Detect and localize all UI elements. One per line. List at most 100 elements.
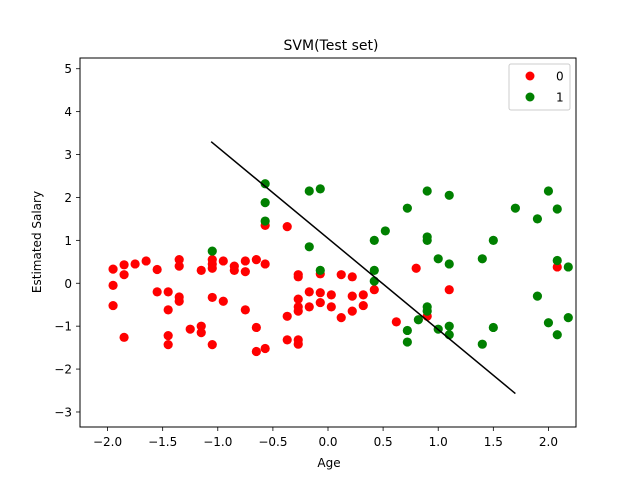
y-tick-label: 0 — [64, 277, 72, 291]
point-class1-36 — [552, 204, 562, 214]
point-class0-58 — [336, 312, 346, 323]
point-class0-40 — [282, 222, 292, 232]
point-class0-53 — [315, 288, 325, 298]
point-class0-61 — [347, 306, 357, 316]
x-tick-label: −1.5 — [148, 435, 177, 449]
y-tick-label: 4 — [64, 105, 72, 119]
point-class0-41 — [282, 311, 292, 321]
y-ticks: −3 −2 −1 0 1 2 3 4 5 — [54, 62, 80, 419]
point-class0-65 — [391, 317, 401, 327]
legend: 0 1 — [508, 63, 571, 111]
point-class0-6 — [130, 259, 140, 269]
y-tick-label: 3 — [64, 148, 72, 162]
point-class0-64 — [369, 285, 379, 295]
y-tick-label: −2 — [54, 363, 72, 377]
point-class0-39 — [260, 343, 270, 354]
point-class1-21 — [433, 254, 443, 264]
point-class0-54 — [315, 297, 325, 308]
point-class0-1 — [108, 280, 118, 291]
point-class1-20 — [422, 306, 432, 316]
point-class0-9 — [152, 287, 162, 297]
point-class0-31 — [240, 256, 250, 266]
point-class0-19 — [196, 265, 206, 275]
point-class0-14 — [174, 255, 184, 265]
point-class1-32 — [532, 214, 543, 224]
point-class1-39 — [563, 262, 573, 272]
point-class0-15 — [174, 261, 184, 271]
points-layer — [108, 179, 573, 357]
point-class0-42 — [282, 335, 292, 345]
point-class1-38 — [552, 330, 562, 340]
point-class0-35 — [251, 322, 261, 333]
point-class1-1 — [260, 179, 270, 189]
point-class1-6 — [315, 184, 325, 194]
point-class0-60 — [347, 291, 357, 301]
point-class0-28 — [218, 296, 228, 306]
point-class1-5 — [304, 242, 314, 252]
decision-boundary-line — [210, 141, 516, 395]
point-class0-50 — [304, 287, 314, 297]
x-tick-label: 2.0 — [539, 435, 558, 449]
point-class1-30 — [488, 322, 498, 333]
legend-box — [508, 63, 571, 111]
point-class0-13 — [163, 340, 173, 350]
point-class0-21 — [196, 328, 206, 338]
y-tick-label: 2 — [64, 191, 72, 205]
point-class0-33 — [240, 305, 250, 315]
point-class1-35 — [543, 318, 554, 328]
point-class1-13 — [402, 325, 412, 336]
point-class1-9 — [369, 265, 379, 275]
point-class1-4 — [304, 186, 314, 196]
point-class1-3 — [260, 216, 270, 226]
point-class0-26 — [207, 340, 217, 350]
point-class0-57 — [336, 270, 346, 280]
point-class0-0 — [108, 264, 118, 274]
point-class1-25 — [444, 321, 454, 331]
chart-title: SVM(Test set) — [284, 38, 379, 54]
point-class0-62 — [358, 290, 368, 300]
point-class1-14 — [402, 337, 412, 347]
point-class0-69 — [552, 262, 562, 272]
x-tick-label: −1.0 — [203, 435, 232, 449]
point-class0-2 — [108, 300, 118, 311]
point-class0-55 — [326, 290, 336, 300]
y-axis-label: Estimated Salary — [30, 191, 44, 293]
point-class0-10 — [163, 287, 173, 297]
point-class1-34 — [543, 186, 554, 196]
point-class0-20 — [196, 321, 206, 331]
point-class0-24 — [207, 263, 217, 273]
point-class1-2 — [260, 198, 270, 208]
point-class1-23 — [444, 190, 454, 200]
y-tick-label: 1 — [64, 234, 72, 248]
point-class1-37 — [552, 255, 562, 266]
point-class1-11 — [380, 226, 390, 236]
point-class0-12 — [163, 331, 173, 341]
point-class0-18 — [185, 324, 195, 334]
legend-marker-0 — [525, 71, 535, 81]
x-tick-label: 0.5 — [374, 435, 393, 449]
x-tick-label: 1.5 — [484, 435, 503, 449]
point-class0-25 — [207, 292, 217, 303]
x-tick-label: 1.0 — [429, 435, 448, 449]
legend-marker-1 — [525, 92, 535, 102]
x-axis-label: Age — [317, 456, 340, 470]
point-class0-56 — [326, 302, 336, 312]
legend-label-0: 0 — [556, 70, 564, 84]
x-tick-label: 0.0 — [318, 435, 337, 449]
point-class0-8 — [152, 264, 162, 275]
point-class0-3 — [119, 260, 129, 270]
point-class0-49 — [293, 339, 303, 349]
y-tick-label: 5 — [64, 62, 72, 76]
plot-area — [80, 58, 576, 427]
point-class1-10 — [369, 276, 379, 286]
point-class0-7 — [141, 256, 151, 266]
point-class0-38 — [260, 259, 270, 269]
point-class1-16 — [422, 186, 432, 196]
point-class0-63 — [358, 300, 368, 311]
point-class0-4 — [119, 270, 129, 280]
point-class1-0 — [207, 246, 217, 256]
point-class0-47 — [293, 306, 303, 316]
point-class0-51 — [304, 302, 314, 312]
x-tick-label: −0.5 — [258, 435, 287, 449]
point-class1-40 — [563, 312, 573, 323]
